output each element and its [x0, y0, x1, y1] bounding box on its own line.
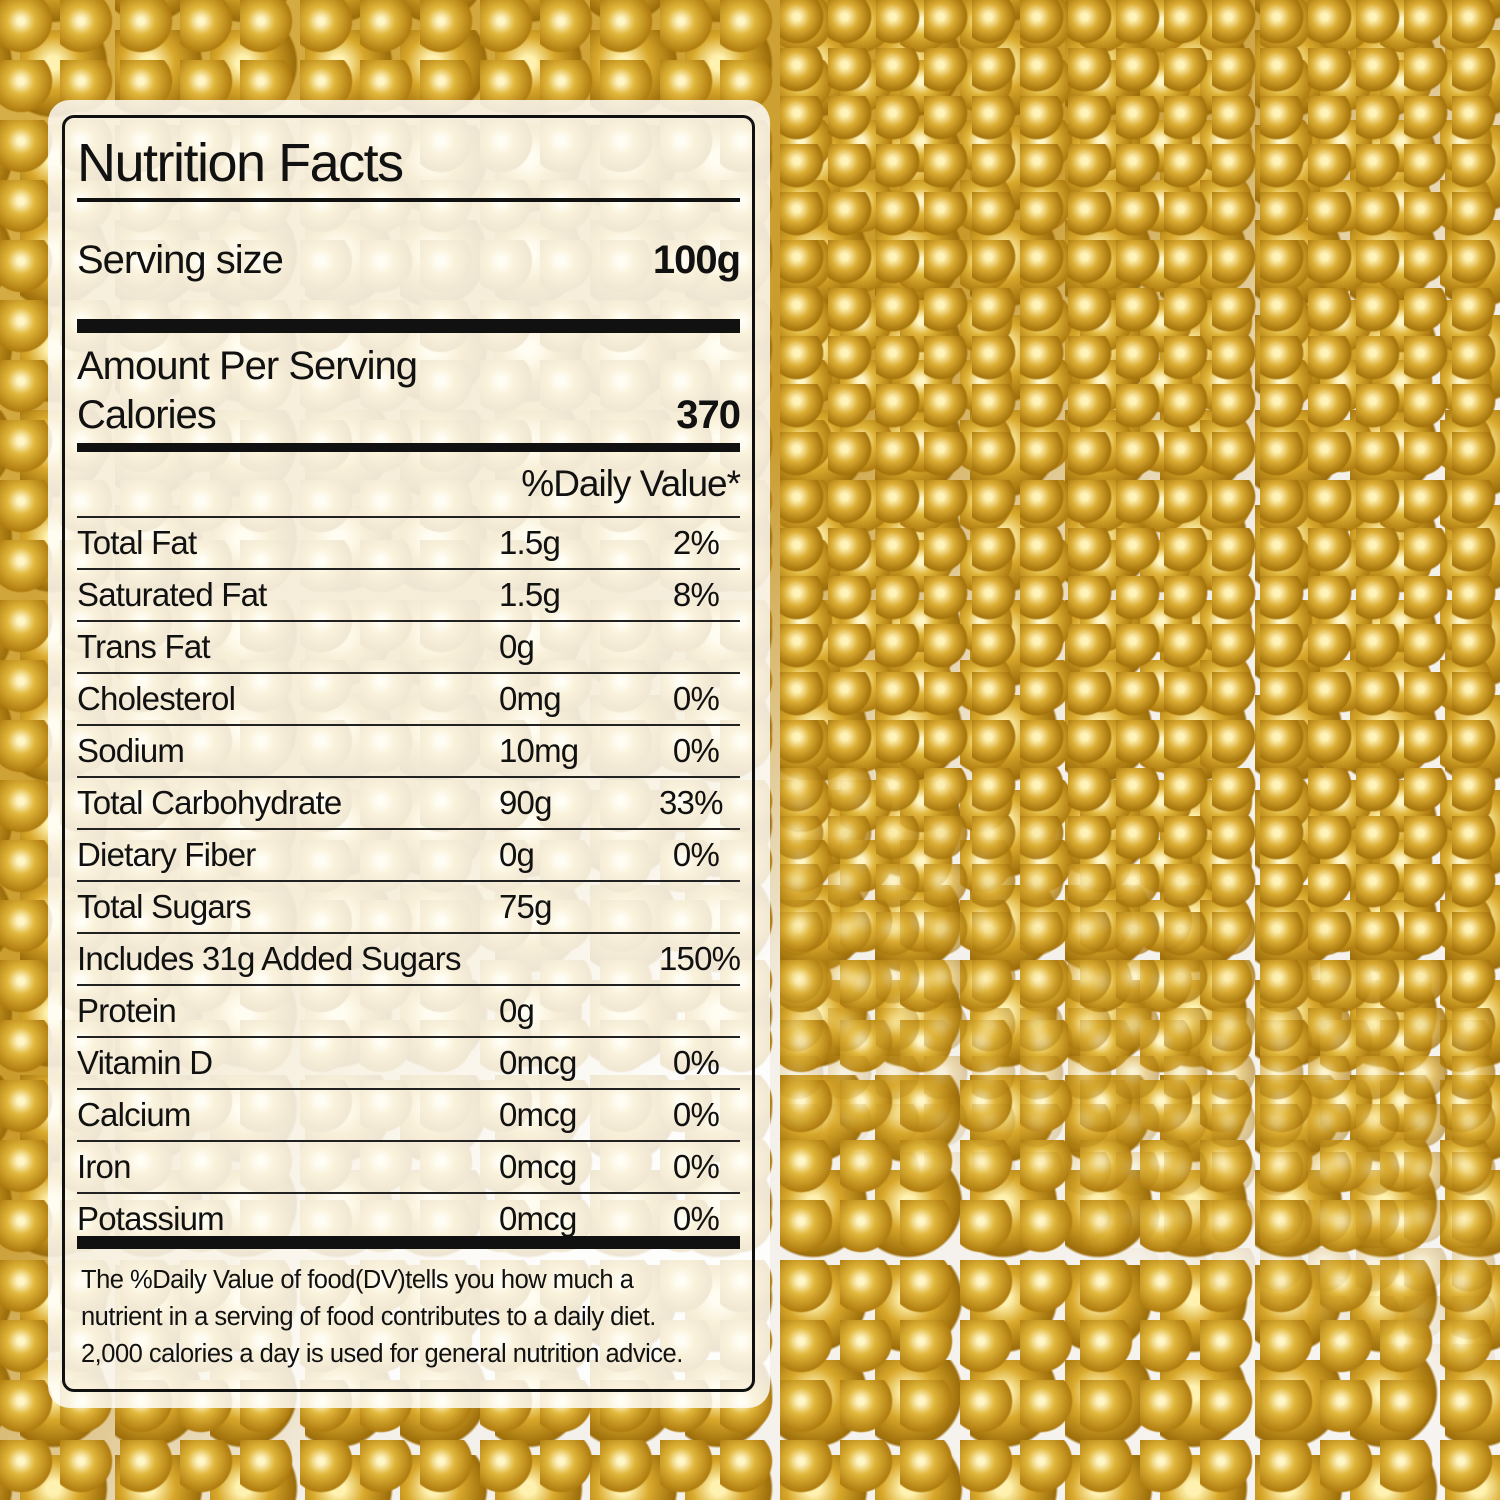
thick-divider-bottom [77, 1236, 740, 1249]
footnote-line: 2,000 calories a day is used for general… [81, 1340, 683, 1368]
calories-row: Calories 370 [77, 393, 741, 438]
nutrient-amount: 0mg [499, 680, 562, 717]
footnote-line: The %Daily Value of food(DV)tells you ho… [81, 1266, 634, 1294]
table-row: Total Carbohydrate 90g 33% [77, 776, 740, 828]
table-row: Potassium 0mcg 0% [77, 1192, 740, 1244]
table-row: Protein 0g [77, 984, 740, 1036]
nutrient-name: Iron [77, 1148, 131, 1185]
table-row: Total Fat 1.5g 2% [77, 516, 740, 568]
nutrient-name: Vitamin D [77, 1044, 213, 1081]
nutrient-amount: 0mcg [499, 1200, 577, 1237]
nutrient-daily-value: 0% [672, 836, 720, 873]
table-row: Sodium 10mg 0% [77, 724, 740, 776]
table-row: Dietary Fiber 0g 0% [77, 828, 740, 880]
table-row: Trans Fat 0g [77, 620, 740, 672]
nutrient-amount: 0mcg [499, 1044, 577, 1081]
nutrient-name: Total Fat [77, 524, 197, 561]
amount-per-serving: Amount Per Serving [77, 344, 740, 389]
calories-value: 370 [676, 393, 741, 437]
nutrition-label-border [62, 115, 755, 1392]
nutrient-daily-value: 8% [672, 576, 720, 613]
nutrient-daily-value: 0% [672, 1148, 720, 1185]
nutrient-name: Saturated Fat [77, 576, 267, 613]
nutrient-amount: 1.5g [499, 524, 561, 561]
nutrient-daily-value: 0% [672, 732, 720, 769]
nutrient-name: Potassium [77, 1200, 225, 1237]
nutrient-amount: 0mcg [499, 1096, 577, 1133]
nutrient-amount: 90g [499, 784, 552, 821]
footnote: The %Daily Value of food(DV)tells you ho… [81, 1262, 744, 1373]
nutrient-daily-value: 2% [672, 524, 720, 561]
table-row: Calcium 0mcg 0% [77, 1088, 740, 1140]
nutrient-name: Dietary Fiber [77, 836, 256, 873]
table-row: Includes 31g Added Sugars 150% [77, 932, 741, 984]
table-row: Cholesterol 0mg 0% [77, 672, 740, 724]
divider [77, 198, 740, 202]
medium-divider [77, 443, 740, 452]
nutrient-name: Total Sugars [77, 888, 252, 925]
amount-per-serving-label: Amount Per Serving [77, 344, 418, 388]
nutrient-amount: 0g [499, 628, 535, 665]
nutrient-name: Calcium [77, 1096, 191, 1133]
daily-value-header-label: %Daily Value* [521, 463, 741, 504]
nutrient-amount: 10mg [499, 732, 579, 769]
nutrient-name: Trans Fat [77, 628, 211, 665]
nutrient-daily-value: 150% [659, 940, 741, 977]
serving-size-row: Serving size 100g [77, 238, 741, 283]
thick-divider [77, 319, 740, 333]
table-row: Iron 0mcg 0% [77, 1140, 740, 1192]
label-title: Nutrition Facts [77, 133, 404, 193]
footnote-line: nutrient in a serving of food contribute… [81, 1303, 656, 1331]
nutrient-daily-value: 0% [672, 680, 720, 717]
nutrient-daily-value: 0% [672, 1200, 720, 1237]
daily-value-header: %Daily Value* [77, 463, 741, 505]
nutrient-amount: 75g [499, 888, 552, 925]
table-row: Saturated Fat 1.5g 8% [77, 568, 740, 620]
nutrient-amount: 0mcg [499, 1148, 577, 1185]
nutrient-name: Sodium [77, 732, 185, 769]
nutrient-name: Protein [77, 992, 177, 1029]
nutrient-name: Cholesterol [77, 680, 236, 717]
nutrient-daily-value: 0% [672, 1044, 720, 1081]
nutrient-amount: 0g [499, 836, 535, 873]
nutrient-amount: 0g [499, 992, 535, 1029]
label-panel [48, 100, 770, 1408]
serving-size-value: 100g [652, 238, 741, 282]
nutrient-amount: 1.5g [499, 576, 561, 613]
serving-size-label: Serving size [77, 238, 284, 282]
calories-label: Calories [77, 393, 217, 437]
gold-sprinkles-photo [780, 0, 1500, 1500]
nutrient-name: Includes 31g Added Sugars [77, 940, 461, 977]
nutrient-name: Total Carbohydrate [77, 784, 342, 821]
table-row: Total Sugars 75g [77, 880, 740, 932]
nutrient-daily-value: 0% [672, 1096, 720, 1133]
nutrient-daily-value: 33% [659, 784, 723, 821]
table-row: Vitamin D 0mcg 0% [77, 1036, 740, 1088]
nutrient-table: Total Fat 1.5g 2% Saturated Fat 1.5g 8% Trans … [77, 516, 741, 1244]
